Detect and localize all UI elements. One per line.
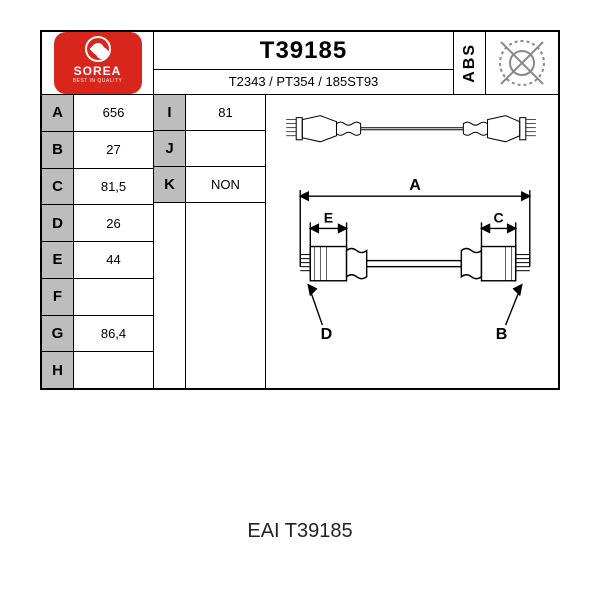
value-D: 26: [74, 205, 154, 242]
value-G: 86,4: [74, 316, 154, 353]
dim-A-label: A: [409, 176, 421, 194]
dim-B-label: B: [496, 325, 508, 343]
dim-D-label: D: [321, 325, 333, 343]
spacer: [154, 203, 186, 388]
label-C: C: [42, 169, 74, 206]
label-J: J: [154, 131, 186, 167]
brand-logo: SOREA BEST IN QUALITY: [54, 32, 142, 94]
spec-values-right: 81 NON: [186, 95, 266, 388]
label-A: A: [42, 95, 74, 132]
value-J: [186, 131, 266, 167]
dim-E-label: E: [324, 209, 333, 225]
label-I: I: [154, 95, 186, 131]
header-row: SOREA BEST IN QUALITY T39185 T2343 / PT3…: [42, 32, 558, 95]
abs-cell: ABS: [454, 32, 486, 94]
brand-cell: SOREA BEST IN QUALITY: [42, 32, 154, 94]
spec-diagram-card: SOREA BEST IN QUALITY T39185 T2343 / PT3…: [40, 30, 560, 390]
reference-codes: T2343 / PT354 / 185ST93: [229, 74, 379, 89]
gear-ring-icon: [495, 36, 549, 90]
value-H: [74, 352, 154, 388]
body-row: A B C D E F G H 656 27 81,5 26 44 86,4 I…: [42, 95, 558, 388]
value-C: 81,5: [74, 169, 154, 206]
value-I: 81: [186, 95, 266, 131]
label-G: G: [42, 316, 74, 353]
brand-icon: [85, 36, 111, 62]
abs-label: ABS: [461, 43, 479, 83]
axle-drawing-svg: A E C: [266, 95, 558, 388]
label-E: E: [42, 242, 74, 279]
gear-icon-cell: [486, 32, 558, 94]
dim-C-label: C: [494, 209, 504, 225]
label-K: K: [154, 167, 186, 203]
spec-labels-left: A B C D E F G H: [42, 95, 74, 388]
label-F: F: [42, 279, 74, 316]
label-H: H: [42, 352, 74, 388]
label-B: B: [42, 132, 74, 169]
caption: EAI T39185: [247, 520, 352, 543]
spec-labels-right: I J K: [154, 95, 186, 388]
brand-subtitle: BEST IN QUALITY: [54, 78, 142, 84]
title-divider: [154, 69, 453, 70]
value-E: 44: [74, 242, 154, 279]
value-F: [74, 279, 154, 316]
value-K: NON: [186, 167, 266, 203]
spacer: [186, 203, 266, 388]
part-code: T39185: [260, 37, 347, 65]
value-A: 656: [74, 95, 154, 132]
technical-drawing: A E C: [266, 95, 558, 388]
value-B: 27: [74, 132, 154, 169]
brand-name: SOREA: [54, 64, 142, 78]
label-D: D: [42, 205, 74, 242]
spec-values-left: 656 27 81,5 26 44 86,4: [74, 95, 154, 388]
title-cell: T39185 T2343 / PT354 / 185ST93: [154, 32, 454, 94]
